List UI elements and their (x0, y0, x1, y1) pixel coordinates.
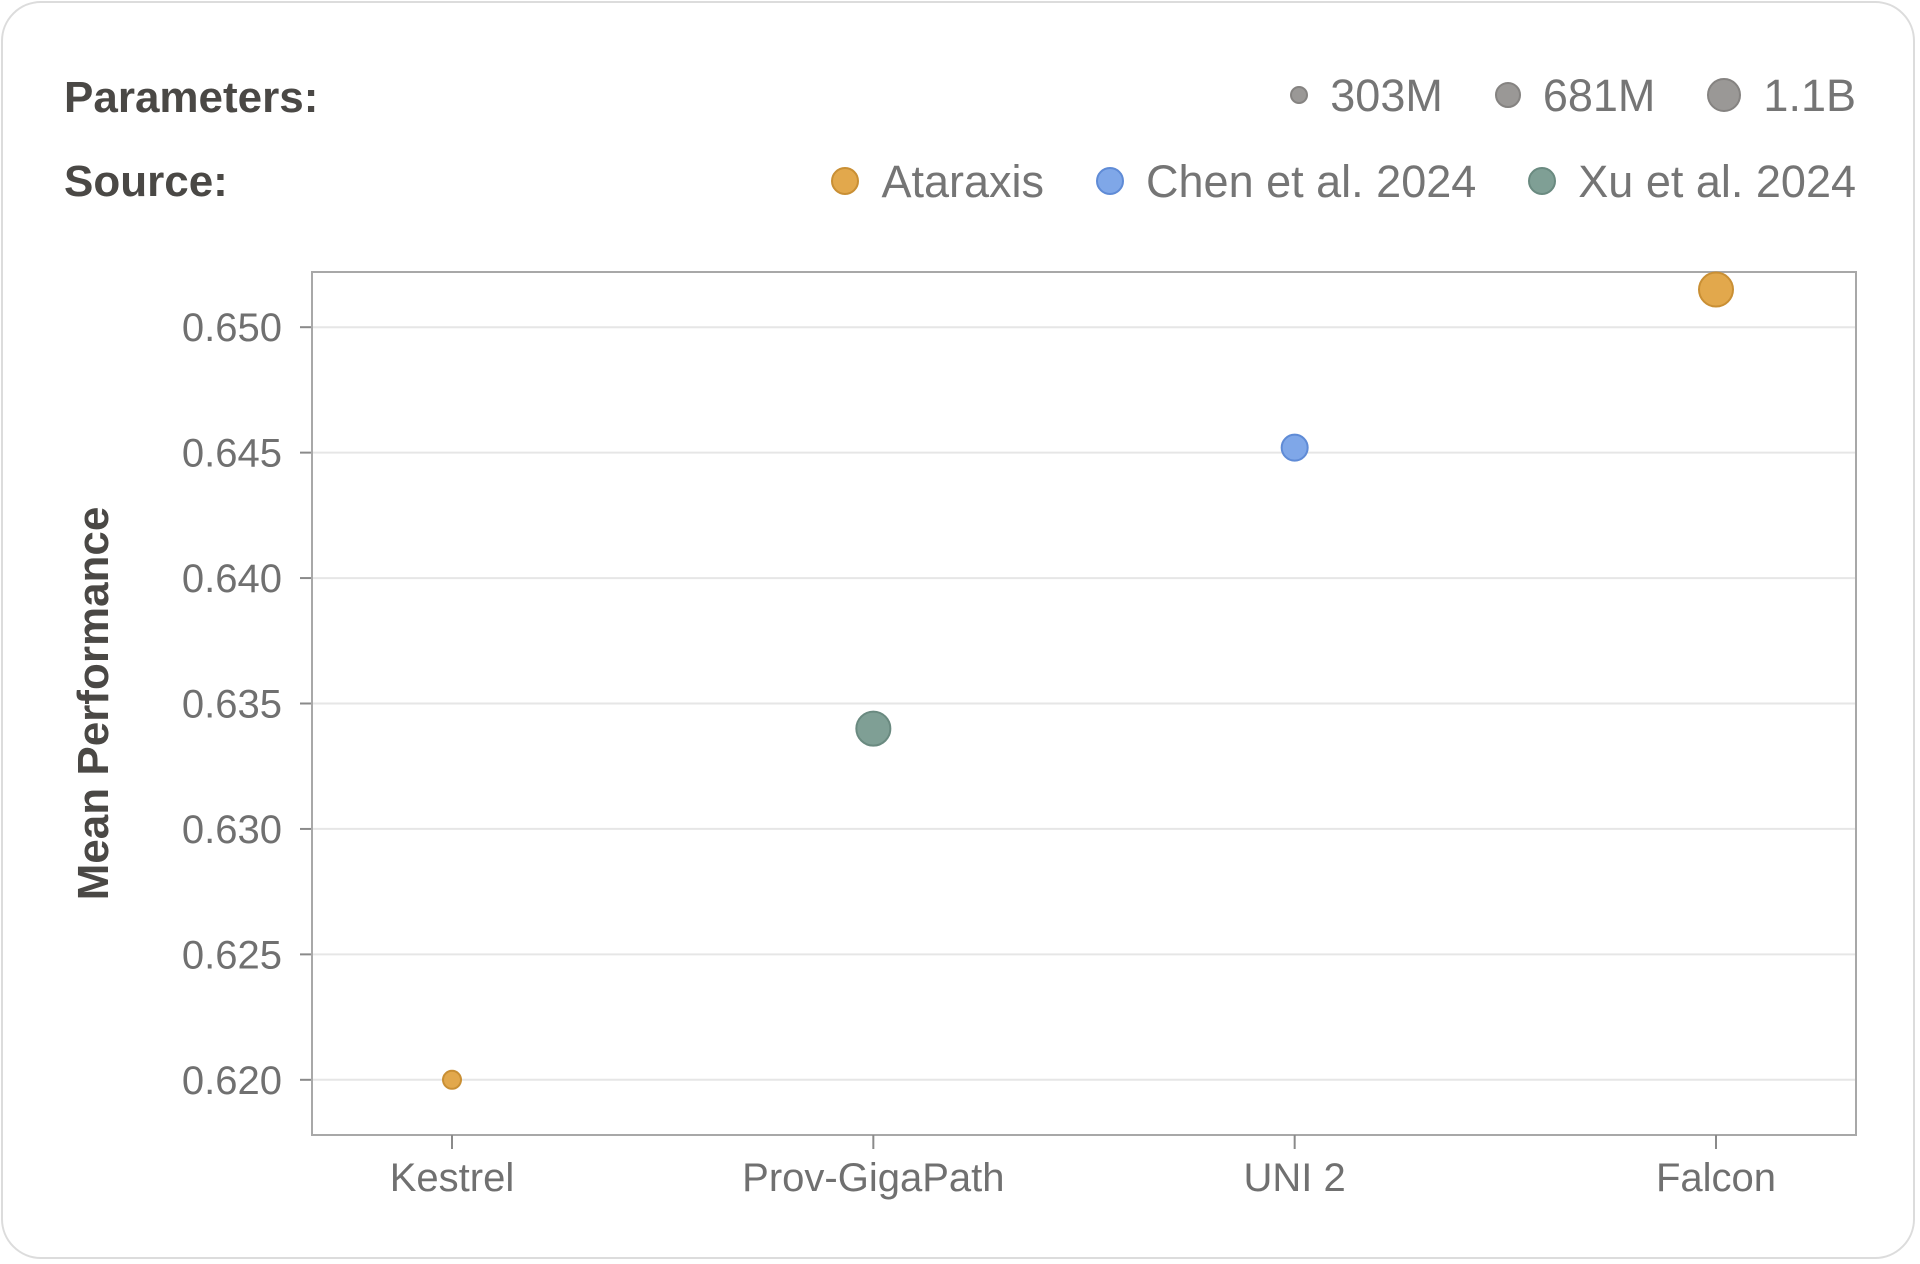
legend-size-681m: 681M (1494, 69, 1656, 121)
data-point-falcon (1698, 271, 1734, 308)
legend-size-1-1b: 1.1B (1707, 73, 1856, 118)
source-swatch-ataraxis (831, 167, 860, 195)
y-axis-label: Mean Performance (69, 507, 118, 901)
legend-source-ataraxis: Ataraxis (831, 159, 1044, 204)
size-swatch-medium (1494, 82, 1521, 108)
legend-size-label: 681M (1542, 69, 1656, 121)
legend-source-label: Xu et al. 2024 (1578, 155, 1856, 207)
legend-source-chen: Chen et al. 2024 (1096, 159, 1476, 204)
y-tick-label: 0.630 (182, 808, 282, 852)
legend-size-label: 1.1B (1763, 69, 1856, 121)
legend-source-label: Ataraxis (881, 155, 1045, 207)
y-tick-label: 0.645 (182, 432, 282, 476)
x-tick-label: UNI 2 (1244, 1156, 1346, 1200)
data-point-uni-2 (1280, 433, 1309, 462)
y-tick-label: 0.635 (182, 683, 282, 727)
legend-source-xu: Xu et al. 2024 (1528, 159, 1856, 204)
source-legend: Ataraxis Chen et al. 2024 Xu et al. 2024 (831, 156, 1856, 206)
legend-size-303m: 303M (1290, 73, 1443, 118)
source-legend-title: Source: (64, 157, 228, 206)
legend-source-label: Chen et al. 2024 (1146, 155, 1477, 207)
size-swatch-large (1707, 78, 1742, 112)
y-tick-label: 0.620 (182, 1059, 282, 1103)
y-tick-label: 0.625 (182, 933, 282, 977)
legend-size-label: 303M (1330, 69, 1443, 121)
y-tick-label: 0.640 (182, 557, 282, 601)
parameters-legend: 303M 681M 1.1B (1290, 70, 1856, 120)
plot-frame (311, 271, 1857, 1136)
x-tick-label: Falcon (1656, 1156, 1776, 1200)
x-tick-label: Kestrel (390, 1156, 515, 1200)
source-swatch-xu (1528, 167, 1557, 195)
size-swatch-small (1290, 86, 1309, 104)
data-point-prov-gigapath (855, 710, 892, 747)
data-point-kestrel (442, 1069, 462, 1090)
x-tick-label: Prov-GigaPath (742, 1156, 1004, 1200)
y-tick-label: 0.650 (182, 306, 282, 350)
source-swatch-chen (1096, 167, 1125, 195)
parameters-legend-title: Parameters: (64, 73, 319, 122)
